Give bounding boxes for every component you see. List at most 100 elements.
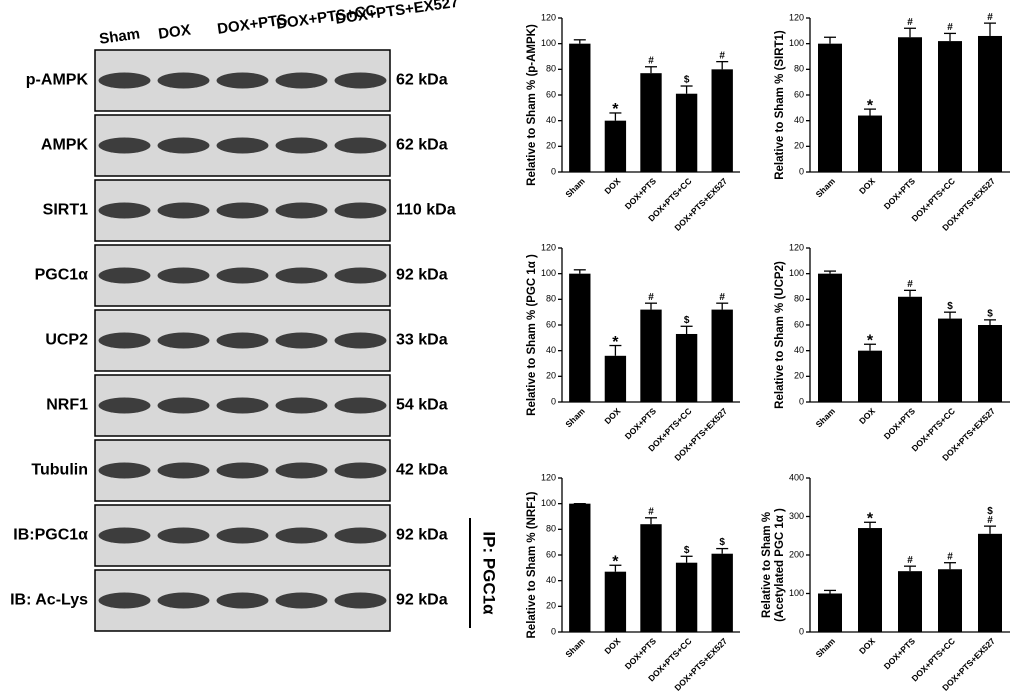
y-tick-label: 40 bbox=[794, 345, 804, 355]
y-tick-label: 100 bbox=[789, 268, 804, 278]
blot-band bbox=[216, 267, 269, 284]
y-tick-label: 100 bbox=[541, 268, 556, 278]
ip-label: IP: PGC1α bbox=[480, 531, 499, 615]
blot-band bbox=[216, 72, 269, 89]
y-tick-label: 300 bbox=[789, 511, 804, 521]
lane-label: DOX bbox=[157, 22, 192, 43]
y-tick-label: 80 bbox=[546, 524, 556, 534]
x-tick-label: Sham bbox=[814, 176, 838, 200]
blot-band bbox=[216, 592, 269, 609]
blot-band bbox=[98, 267, 151, 284]
blot-band bbox=[334, 397, 387, 414]
significance-mark: # bbox=[648, 55, 654, 66]
row-label: SIRT1 bbox=[43, 202, 88, 219]
significance-mark: # bbox=[648, 506, 654, 517]
y-axis-label: Relative to Sham % (SIRT1) bbox=[774, 30, 786, 180]
significance-mark: # bbox=[648, 292, 654, 303]
y-tick-label: 40 bbox=[546, 575, 556, 585]
significance-mark: * bbox=[612, 101, 619, 118]
bar bbox=[569, 503, 591, 632]
kda-label: 110 kDa bbox=[396, 202, 456, 219]
blot-band bbox=[334, 527, 387, 544]
kda-label: 42 kDa bbox=[396, 462, 448, 479]
y-tick-label: 0 bbox=[799, 166, 804, 176]
bar bbox=[898, 571, 922, 632]
x-tick-label: DOX bbox=[857, 636, 877, 656]
significance-mark: $ bbox=[684, 315, 690, 326]
significance-mark: * bbox=[867, 332, 874, 349]
bar bbox=[938, 318, 962, 402]
blot-band bbox=[157, 72, 210, 89]
bar bbox=[711, 553, 733, 632]
bar bbox=[604, 571, 627, 632]
significance-mark: $ bbox=[719, 537, 725, 548]
y-tick-label: 0 bbox=[551, 166, 556, 176]
y-axis-label: Relative to Sham % (PGC 1α ) bbox=[526, 254, 538, 416]
bar bbox=[898, 37, 922, 172]
y-tick-label: 0 bbox=[551, 626, 556, 636]
blot-band bbox=[157, 267, 210, 284]
blot-band bbox=[216, 527, 269, 544]
bar bbox=[858, 350, 882, 402]
y-tick-label: 60 bbox=[794, 89, 804, 99]
kda-label: 62 kDa bbox=[396, 72, 448, 89]
bar bbox=[604, 120, 627, 172]
significance-mark: # bbox=[987, 515, 993, 526]
y-tick-label: 120 bbox=[541, 472, 556, 482]
blot-band bbox=[216, 332, 269, 349]
bar bbox=[640, 73, 662, 172]
blot-band bbox=[98, 202, 151, 219]
bar bbox=[675, 562, 698, 632]
blot-band bbox=[98, 137, 151, 154]
x-tick-label: DOX bbox=[602, 406, 622, 426]
row-label: PGC1α bbox=[35, 267, 89, 284]
y-tick-label: 100 bbox=[541, 498, 556, 508]
y-tick-label: 100 bbox=[789, 38, 804, 48]
row-label: Tubulin bbox=[31, 462, 88, 479]
blot-band bbox=[334, 137, 387, 154]
blot-band bbox=[275, 592, 328, 609]
x-tick-label: Sham bbox=[563, 636, 587, 660]
blot-band bbox=[275, 137, 328, 154]
y-tick-label: 80 bbox=[794, 294, 804, 304]
blot-band bbox=[275, 72, 328, 89]
bar bbox=[818, 43, 842, 172]
blot-band bbox=[334, 202, 387, 219]
row-label: AMPK bbox=[41, 137, 89, 154]
lane-label: Sham bbox=[98, 25, 141, 48]
blot-band bbox=[334, 592, 387, 609]
blot-band bbox=[216, 397, 269, 414]
y-tick-label: 20 bbox=[794, 371, 804, 381]
blot-band bbox=[216, 462, 269, 479]
y-axis-label: Relative to Sham % (p-AMPK) bbox=[526, 24, 538, 186]
kda-label: 62 kDa bbox=[396, 137, 448, 154]
significance-mark: # bbox=[907, 17, 913, 28]
row-label: NRF1 bbox=[46, 397, 88, 414]
bar bbox=[640, 524, 662, 632]
significance-mark: $ bbox=[684, 545, 690, 556]
x-tick-label: DOX+PTS bbox=[623, 176, 659, 212]
y-axis-label: Relative to Sham % (UCP2) bbox=[774, 261, 786, 409]
significance-mark: $ bbox=[947, 301, 953, 312]
y-axis-label: Relative to Sham % bbox=[761, 512, 773, 618]
y-tick-label: 60 bbox=[546, 319, 556, 329]
bar bbox=[978, 533, 1002, 632]
bar bbox=[569, 273, 591, 402]
row-label: IB:PGC1α bbox=[13, 527, 88, 544]
y-tick-label: 120 bbox=[789, 242, 804, 252]
significance-mark: # bbox=[947, 551, 953, 562]
y-tick-label: 40 bbox=[546, 115, 556, 125]
x-tick-label: DOX bbox=[602, 176, 622, 196]
y-tick-label: 60 bbox=[546, 89, 556, 99]
significance-mark: # bbox=[907, 279, 913, 290]
bar bbox=[818, 273, 842, 402]
blot-band bbox=[275, 397, 328, 414]
y-tick-label: 20 bbox=[546, 371, 556, 381]
blot-band bbox=[334, 72, 387, 89]
blot-band bbox=[334, 332, 387, 349]
significance-mark: * bbox=[867, 97, 874, 114]
bar bbox=[711, 69, 733, 172]
x-tick-label: DOX+PTS bbox=[882, 176, 918, 212]
y-tick-label: 120 bbox=[789, 12, 804, 22]
